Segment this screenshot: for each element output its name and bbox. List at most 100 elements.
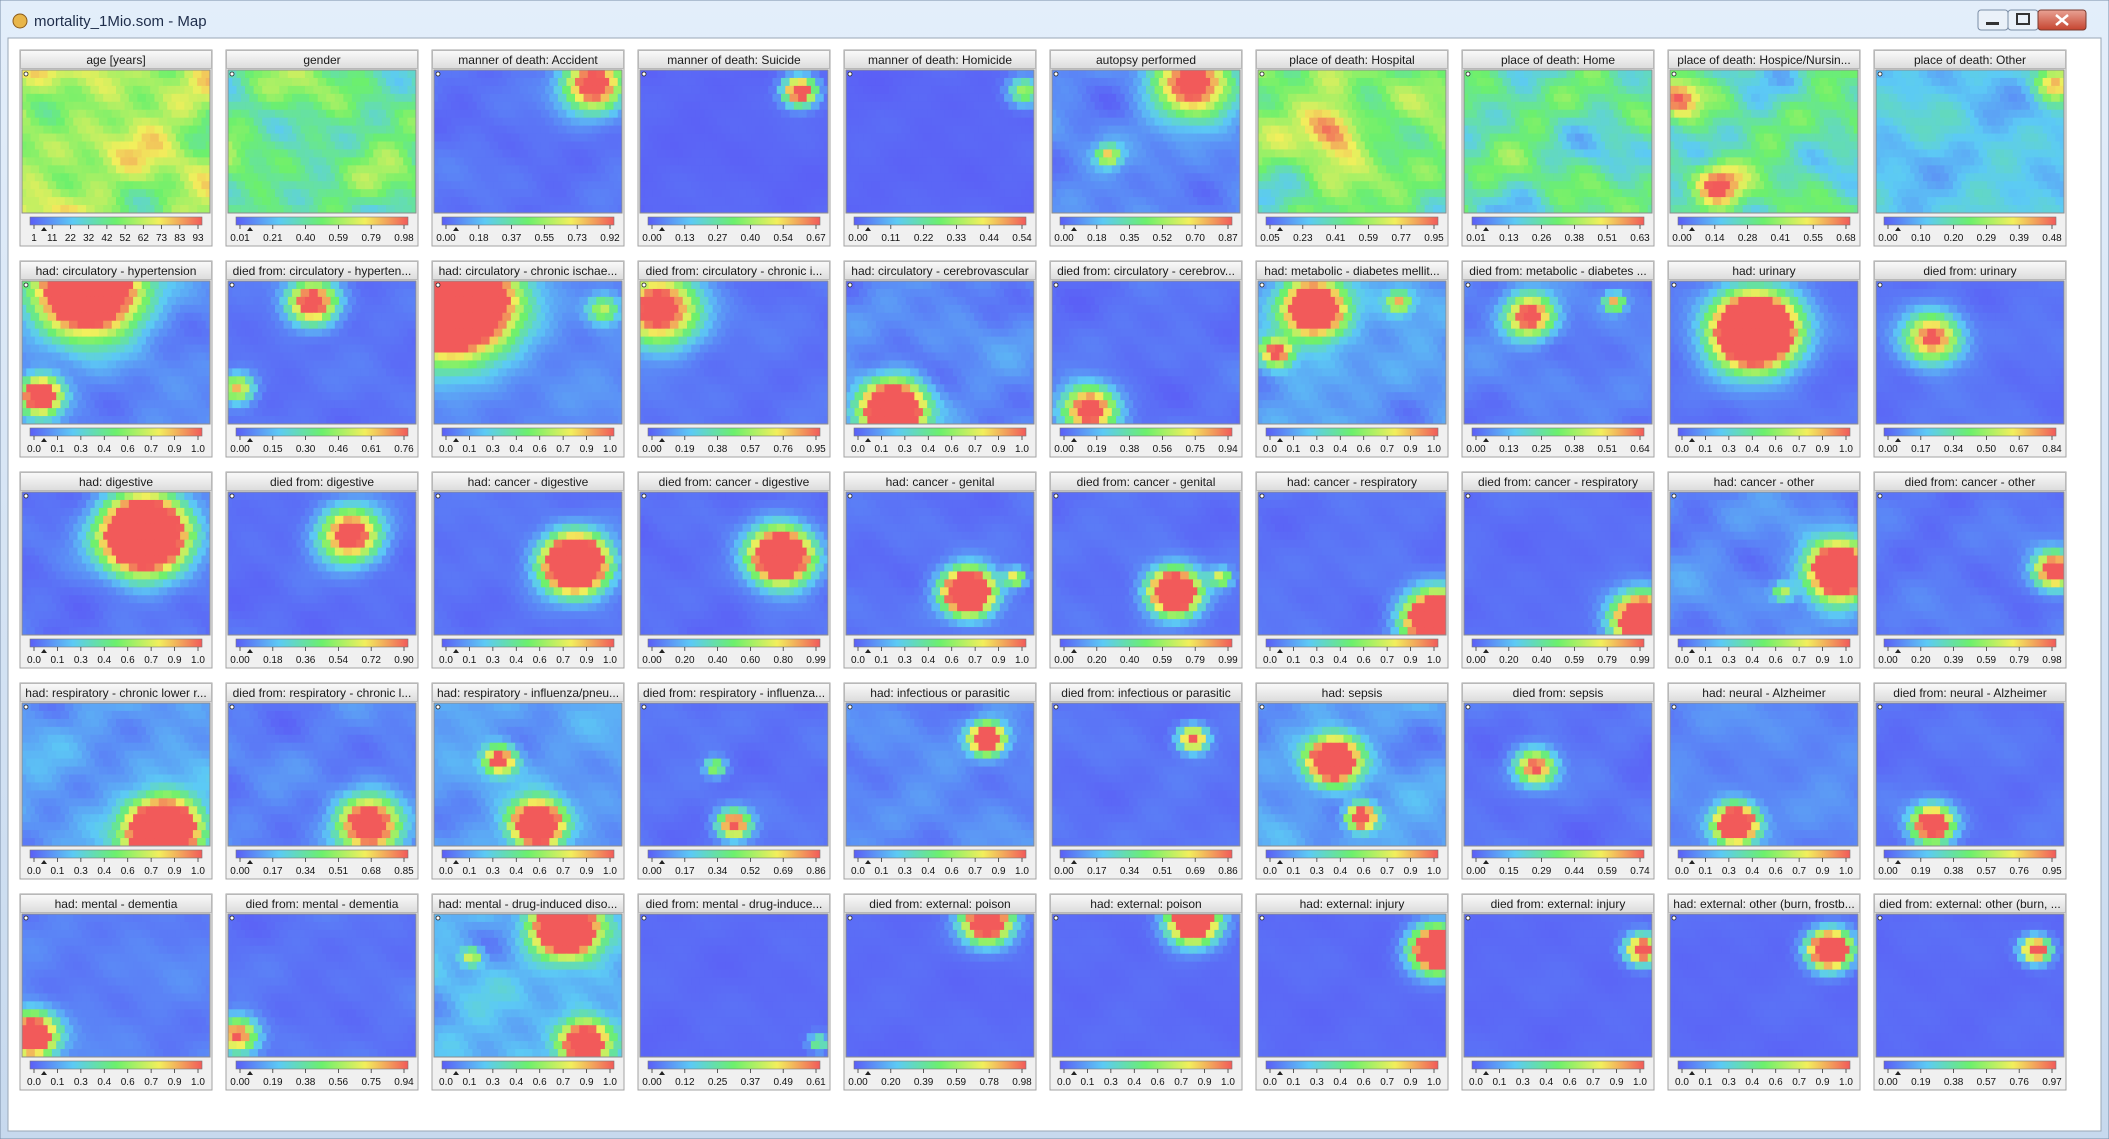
map-cell — [759, 133, 769, 143]
map-cell — [116, 133, 126, 143]
map-cell — [1309, 70, 1319, 79]
map-cell — [292, 157, 302, 166]
map-cell — [1210, 93, 1220, 103]
map-cell — [1798, 101, 1808, 111]
map-cell — [364, 165, 374, 174]
map-cell — [1016, 101, 1027, 111]
map-cell — [253, 197, 263, 206]
map-cell — [613, 197, 622, 206]
map-cell — [850, 93, 860, 103]
map-cell — [236, 181, 246, 190]
map-cell — [1377, 70, 1387, 79]
map-cell — [1643, 85, 1652, 95]
map-cell — [1275, 197, 1285, 206]
map-cell — [553, 133, 563, 143]
map-cell — [583, 125, 593, 135]
map-cell — [2021, 133, 2031, 143]
map-cell — [1489, 165, 1499, 174]
map-cell — [570, 101, 580, 111]
map-cell — [867, 125, 877, 135]
map-cell — [510, 101, 521, 111]
map-cell — [1511, 93, 1521, 103]
map-cell — [26, 288, 36, 298]
map-cell — [360, 109, 370, 119]
map-cell — [266, 77, 276, 87]
map-cell — [1004, 125, 1014, 135]
map-cell — [343, 157, 353, 166]
minimize-button[interactable] — [1977, 9, 2009, 31]
map-cell — [1682, 125, 1692, 135]
map-cell — [1583, 149, 1593, 158]
map-cell — [498, 125, 508, 135]
map-cell — [1540, 117, 1551, 127]
map-cell — [369, 109, 379, 119]
map-cell — [1313, 141, 1323, 151]
map-cell — [137, 304, 147, 314]
map-cell — [935, 141, 945, 151]
map-cell — [356, 133, 366, 143]
map-cell — [498, 141, 508, 151]
close-button[interactable] — [2037, 9, 2087, 31]
map-cell — [1849, 85, 1858, 95]
map-cell — [665, 101, 675, 111]
map-cell — [2038, 101, 2048, 111]
map-cell — [1420, 70, 1430, 79]
map-cell — [98, 70, 109, 79]
map-cell — [296, 181, 306, 190]
map-cell — [1931, 141, 1941, 151]
map-cell — [1167, 173, 1177, 182]
map-cell — [978, 157, 988, 166]
map-cell — [540, 205, 550, 213]
map-border — [1257, 69, 1447, 214]
map-cell — [810, 85, 821, 95]
map-cell — [759, 149, 769, 158]
map-cell — [1064, 157, 1074, 166]
map-cell — [704, 109, 714, 119]
map-cell — [1081, 93, 1092, 103]
map-cell — [1562, 77, 1572, 87]
map-cell — [897, 70, 907, 79]
map-cell — [999, 197, 1009, 206]
map-cell — [819, 85, 828, 95]
map-cell — [1923, 77, 1933, 87]
map-cell — [1279, 109, 1289, 119]
map-cell — [1840, 181, 1851, 190]
map-cell — [776, 70, 786, 79]
map-cell — [296, 165, 306, 174]
map-cell — [438, 77, 448, 87]
map-cell — [1111, 181, 1121, 190]
map-cell — [1222, 165, 1233, 174]
map-cell — [1549, 149, 1559, 158]
map-cell — [751, 133, 761, 143]
map-cell — [875, 125, 886, 135]
map-cell — [1441, 173, 1446, 182]
map-cell — [1944, 133, 1954, 143]
map-cell — [468, 101, 478, 111]
map-cell — [1789, 70, 1799, 79]
map-cell — [1592, 181, 1602, 190]
map-cell — [1339, 109, 1349, 119]
map-cell — [528, 181, 538, 190]
map-cell — [1064, 77, 1074, 87]
map-cell — [617, 141, 622, 151]
map-cell — [1880, 125, 1890, 135]
map-cell — [1167, 77, 1177, 87]
component-map — [1464, 70, 1652, 213]
map-cell — [1643, 70, 1652, 79]
map-cell — [1678, 149, 1688, 158]
map-cell — [1193, 141, 1203, 151]
maximize-button[interactable] — [2007, 9, 2039, 31]
map-cell — [1742, 157, 1752, 166]
map-cell — [1330, 173, 1340, 182]
map-cell — [1060, 117, 1070, 127]
map-cell — [1511, 189, 1521, 198]
map-cell — [1583, 70, 1593, 79]
map-cell — [1107, 93, 1117, 103]
map-cell — [1682, 173, 1692, 182]
map-cell — [1910, 181, 1920, 190]
map-cell — [1464, 165, 1474, 174]
map-cell — [1060, 101, 1070, 111]
map-cell — [1789, 149, 1799, 158]
map-cell — [283, 189, 293, 198]
panel-title-bar — [1668, 50, 1860, 69]
